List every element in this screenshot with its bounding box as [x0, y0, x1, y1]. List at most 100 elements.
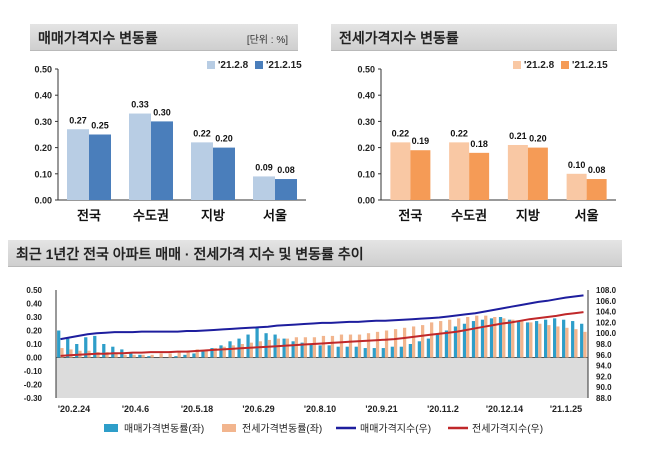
- trend-bar: [556, 326, 560, 358]
- trend-bar: [246, 334, 250, 358]
- trend-bar: [408, 344, 412, 358]
- trend-index-line: [60, 311, 584, 357]
- trend-legend-swatch: [104, 424, 118, 432]
- jeonse-legend-swatch: [513, 61, 521, 69]
- trend-bar: [174, 356, 178, 358]
- trend-left-tick-label: 0.50: [26, 286, 42, 295]
- trend-legend-label: 전세가격지수(우): [472, 422, 543, 435]
- trend-x-label: '20.5.18: [181, 404, 213, 414]
- trend-negative-area: [56, 357, 588, 398]
- trend-bar: [348, 334, 353, 358]
- jeonse-category-label: 서울: [575, 208, 599, 223]
- sale-legend-label: '21.2.15: [266, 60, 302, 71]
- jeonse-bar-value-label: 0.22: [392, 128, 410, 138]
- trend-legend-swatch: [222, 424, 236, 432]
- trend-bar: [366, 333, 371, 358]
- trend-bar: [421, 325, 425, 358]
- trend-left-tick-label: 0.30: [26, 313, 42, 322]
- sale-bar: [129, 113, 151, 200]
- trend-bar: [471, 321, 476, 358]
- trend-bar: [430, 322, 434, 358]
- trend-bar: [480, 319, 485, 358]
- trend-bar: [114, 353, 118, 358]
- trend-bar: [529, 322, 533, 358]
- trend-bar: [580, 323, 584, 358]
- sale-bar-value-label: 0.08: [277, 165, 295, 175]
- trend-bar: [511, 319, 515, 358]
- trend-bar: [240, 344, 244, 358]
- trend-bar: [525, 322, 530, 358]
- trend-left-tick-label: -0.20: [24, 381, 43, 390]
- sale-bar: [89, 134, 111, 200]
- trend-bar: [93, 335, 97, 358]
- sale-category-label: 지방: [201, 208, 225, 223]
- trend-bar: [439, 321, 443, 358]
- trend-bar: [96, 352, 100, 358]
- sale-rate-unit-label: [단위 : %]: [246, 35, 288, 46]
- trend-bar: [138, 354, 142, 358]
- trend-bar: [384, 330, 389, 358]
- trend-bar: [57, 330, 61, 358]
- trend-bar: [282, 338, 286, 358]
- jeonse-bar: [410, 150, 431, 200]
- sale-bar-value-label: 0.25: [91, 121, 109, 131]
- sale-category-label: 전국: [77, 208, 101, 223]
- trend-bar: [327, 345, 331, 358]
- trend-bar: [201, 350, 205, 358]
- jeonse-bar: [449, 142, 470, 200]
- trend-bar: [255, 327, 259, 358]
- trend-bar: [69, 349, 73, 358]
- jeonse-bar-value-label: 0.10: [568, 160, 586, 170]
- trend-bar: [105, 352, 109, 358]
- trend-panel-header: 최근 1년간 전국 아파트 매매 · 전세가격 지수 및 변동률 추이: [8, 240, 622, 267]
- trend-left-tick-label: 0.40: [26, 300, 42, 309]
- trend-legend-label: 매매가격지수(우): [360, 422, 431, 435]
- trend-bar: [574, 329, 578, 358]
- sale-bar-value-label: 0.20: [215, 134, 233, 144]
- trend-bar: [249, 342, 253, 358]
- trend-x-label: '20.12.14: [486, 404, 523, 414]
- trend-x-label: '20.6.29: [242, 404, 274, 414]
- trend-bar: [390, 346, 394, 358]
- trend-bar: [210, 348, 214, 358]
- jeonse-y-tick-label: 0.00: [357, 196, 375, 206]
- trend-bar: [177, 352, 181, 358]
- sale-rate-panel-header: 매매가격지수 변동률 [단위 : %]: [30, 24, 298, 51]
- trend-bar: [183, 354, 187, 358]
- trend-bar: [141, 354, 145, 358]
- jeonse-rate-panel-header: 전세가격지수 변동률: [331, 24, 617, 51]
- sale-bar: [275, 179, 297, 200]
- trend-bar: [583, 331, 587, 358]
- sale-bar-value-label: 0.30: [153, 107, 171, 117]
- sale-bar-value-label: 0.33: [131, 100, 149, 110]
- jeonse-y-tick-label: 0.10: [357, 169, 375, 179]
- trend-bar: [213, 348, 217, 358]
- trend-bar: [357, 334, 362, 358]
- jeonse-bar: [469, 152, 490, 200]
- jeonse-y-tick-label: 0.20: [357, 143, 375, 153]
- jeonse-legend-label: '21.2.15: [572, 60, 608, 71]
- trend-bar: [336, 346, 340, 358]
- jeonse-category-label: 전국: [398, 208, 422, 223]
- trend-panel-title: 최근 1년간 전국 아파트 매매 · 전세가격 지수 및 변동률 추이: [16, 246, 364, 262]
- trend-bar: [204, 349, 208, 358]
- jeonse-bar: [586, 179, 607, 200]
- trend-left-tick-label: -0.30: [24, 394, 43, 403]
- jeonse-bar: [507, 144, 528, 200]
- trend-bar: [475, 315, 479, 358]
- trend-bar: [402, 327, 407, 358]
- jeonse-category-label: 지방: [516, 208, 540, 223]
- trend-bar: [516, 321, 521, 358]
- trend-bar: [547, 325, 551, 358]
- trend-x-label: '20.9.21: [365, 404, 397, 414]
- trend-bar: [538, 323, 542, 358]
- trend-x-label: '20.11.2: [427, 404, 459, 414]
- sale-category-label: 수도권: [133, 208, 169, 223]
- trend-bar: [285, 338, 289, 358]
- sale-y-tick-label: 0.10: [34, 169, 52, 179]
- trend-bar: [258, 341, 262, 358]
- trend-bar: [330, 335, 335, 358]
- trend-bar: [111, 346, 115, 358]
- trend-bar: [231, 345, 235, 358]
